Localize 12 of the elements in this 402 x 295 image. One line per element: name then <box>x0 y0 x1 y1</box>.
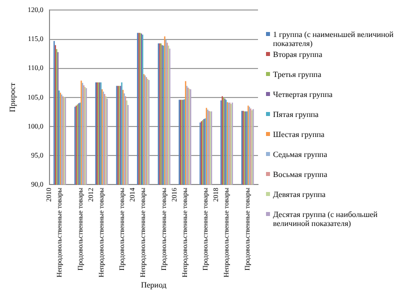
legend-label: Четвертая группа <box>273 90 333 99</box>
legend-label: Пятая группа <box>273 110 319 119</box>
legend-label: Третья группа <box>273 70 322 79</box>
legend-label: Седьмая группа <box>273 150 328 159</box>
legend-label: Десятая группа (с наибольшей величиной показателя) <box>273 210 379 228</box>
legend-label: Шестая группа <box>273 130 324 139</box>
x-axis-title: Период <box>140 280 166 290</box>
legend-label: Вторая группа <box>273 50 322 59</box>
y-axis-title: Прирост <box>8 82 17 112</box>
legend-label: Восьмая группа <box>273 170 328 179</box>
legend-label: 1 группа (с наименьшей величиной показателя) <box>273 30 395 48</box>
legend-label: Девятая группа <box>273 190 326 199</box>
